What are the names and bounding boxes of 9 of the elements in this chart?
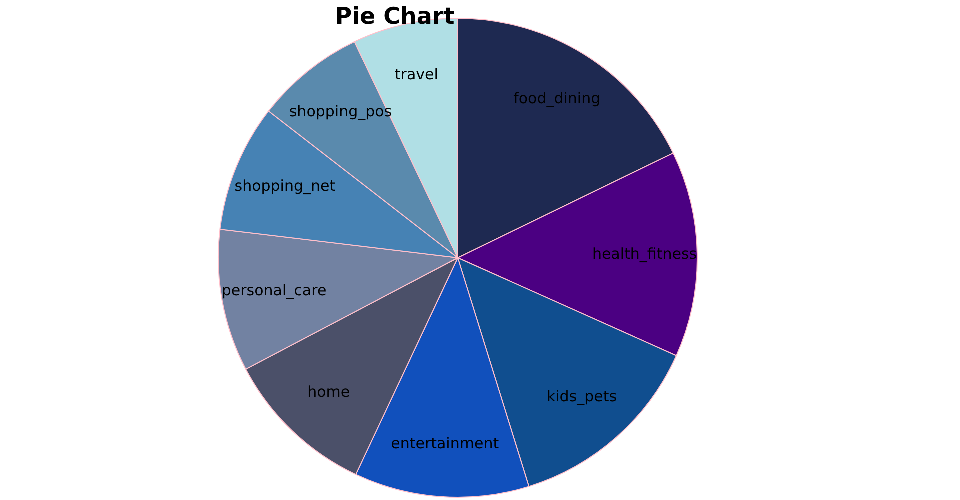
slice-label: home	[308, 382, 350, 401]
slice-label: personal_care	[222, 282, 327, 300]
slice-label: entertainment	[391, 434, 500, 452]
slice-label: food_dining	[514, 90, 601, 108]
slice-label: kids_pets	[546, 388, 618, 406]
chart-title: Pie Chart	[334, 3, 456, 32]
slice-label: travel	[394, 66, 438, 84]
slice-label: shopping_net	[234, 176, 336, 195]
slice-label: health_fitness	[592, 244, 698, 263]
